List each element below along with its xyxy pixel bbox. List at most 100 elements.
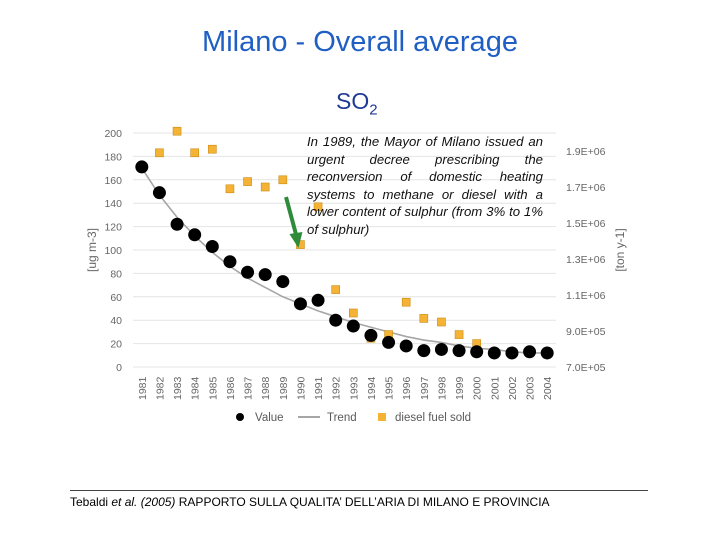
- diesel-point: [208, 144, 217, 154]
- diesel-point: [419, 314, 429, 323]
- y2-tick-label: 1.3E+06: [566, 254, 606, 266]
- y-tick-label: 20: [110, 339, 122, 351]
- value-point: [170, 217, 184, 231]
- value-point: [241, 265, 255, 279]
- x-tick-label: 1990: [295, 376, 307, 400]
- arrow-head: [289, 232, 303, 248]
- right-axis-label: [ton y-1]: [613, 228, 627, 271]
- diesel-point: [331, 285, 340, 294]
- x-tick-label: 1999: [454, 376, 466, 400]
- y-tick-label: 60: [110, 292, 122, 304]
- gridlines: [133, 132, 556, 368]
- value-point: [382, 335, 396, 349]
- x-tick-label: 2002: [507, 376, 519, 400]
- diesel-series: [137, 126, 481, 348]
- y2-tick-label: 7.0E+05: [566, 362, 606, 374]
- diesel-point: [155, 148, 164, 158]
- pollutant-subscript: 2: [369, 101, 378, 119]
- x-tick-label: 1986: [225, 376, 237, 400]
- value-point: [152, 186, 166, 200]
- diesel-point: [172, 126, 182, 136]
- x-tick-label: 1989: [278, 376, 290, 400]
- slide-title: Milano - Overall average: [202, 26, 518, 58]
- value-point: [188, 228, 202, 242]
- x-tick-label: 1995: [384, 376, 396, 400]
- x-tick-label: 1994: [366, 376, 378, 400]
- y2-tick-label: 9.0E+05: [566, 326, 606, 338]
- x-tick-label: 1982: [154, 376, 166, 400]
- value-point: [346, 319, 360, 333]
- value-series: [135, 160, 554, 360]
- legend-diesel-marker: [378, 413, 386, 421]
- x-tick-label: 2000: [472, 376, 484, 400]
- value-point: [364, 328, 378, 342]
- pollutant-label: SO2: [336, 88, 378, 119]
- y2-tick-label: 1.7E+06: [566, 182, 606, 194]
- value-point: [434, 342, 448, 356]
- x-tick-label: 1988: [260, 376, 272, 400]
- annotation-text: In 1989, the Mayor of Milano issued an u…: [307, 134, 543, 237]
- legend: Value Trend diesel fuel sold: [236, 412, 471, 424]
- left-axis-label: [ug m-3]: [85, 228, 99, 272]
- legend-diesel-label: diesel fuel sold: [395, 412, 471, 424]
- x-axis-ticks: 1981 1982 1983 1984 1985 1986 1987 1988 1989 1990…: [137, 376, 554, 400]
- legend-value-marker: [236, 413, 244, 421]
- diesel-point: [454, 330, 464, 339]
- value-point: [505, 346, 519, 360]
- value-point: [452, 344, 466, 358]
- x-tick-label: 1981: [137, 376, 149, 400]
- citation-title: RAPPORTO SULLA QUALITA’ DELL’ARIA DI MIL…: [178, 495, 550, 509]
- x-tick-label: 1984: [190, 376, 202, 400]
- value-point: [311, 293, 325, 307]
- diesel-point: [260, 182, 270, 192]
- x-tick-label: 2003: [525, 376, 537, 400]
- x-tick-label: 1987: [243, 376, 255, 400]
- x-tick-label: 1998: [436, 376, 448, 400]
- y2-tick-label: 1.1E+06: [566, 290, 606, 302]
- diesel-point: [225, 184, 235, 194]
- value-point: [487, 346, 501, 360]
- diesel-point: [190, 148, 199, 158]
- y-tick-label: 180: [104, 151, 122, 163]
- value-point: [470, 345, 484, 359]
- y-tick-label: 80: [110, 268, 122, 280]
- value-point: [135, 160, 149, 174]
- legend-value-label: Value: [255, 412, 284, 424]
- arrow-shaft: [284, 196, 299, 237]
- diesel-point: [401, 297, 411, 307]
- y-tick-label: 200: [104, 128, 122, 140]
- value-point: [417, 344, 431, 358]
- value-point: [276, 275, 290, 289]
- x-tick-label: 2004: [542, 376, 554, 400]
- y2-tick-label: 1.5E+06: [566, 218, 606, 230]
- x-tick-label: 1983: [172, 376, 184, 400]
- value-point: [329, 313, 343, 327]
- diesel-point: [243, 177, 252, 186]
- x-tick-label: 1993: [348, 376, 360, 400]
- y-tick-label: 40: [110, 315, 122, 327]
- y-tick-label: 120: [104, 222, 122, 234]
- x-tick-label: 2001: [489, 376, 501, 400]
- citation: Tebaldi et al. (2005) RAPPORTO SULLA QUA…: [70, 495, 550, 509]
- x-tick-label: 1997: [419, 376, 431, 400]
- citation-divider: [70, 490, 648, 491]
- value-point: [540, 346, 554, 360]
- diesel-point: [313, 202, 323, 212]
- x-tick-label: 1996: [401, 376, 413, 400]
- diesel-point: [278, 175, 288, 185]
- right-axis-ticks: 1.9E+06 1.7E+06 1.5E+06 1.3E+06 1.1E+06 9.0E+…: [566, 146, 606, 374]
- y-tick-label: 100: [104, 245, 122, 257]
- annotation-arrow: [284, 196, 303, 248]
- x-tick-label: 1991: [313, 376, 325, 400]
- value-point: [205, 239, 219, 253]
- y-tick-label: 0: [116, 362, 122, 374]
- legend-trend-label: Trend: [327, 412, 357, 424]
- diesel-point: [437, 317, 446, 327]
- value-point: [399, 339, 413, 353]
- y-tick-label: 140: [104, 198, 122, 210]
- citation-authors: Tebaldi: [70, 495, 109, 509]
- x-tick-label: 1985: [207, 376, 219, 400]
- value-point: [258, 268, 272, 282]
